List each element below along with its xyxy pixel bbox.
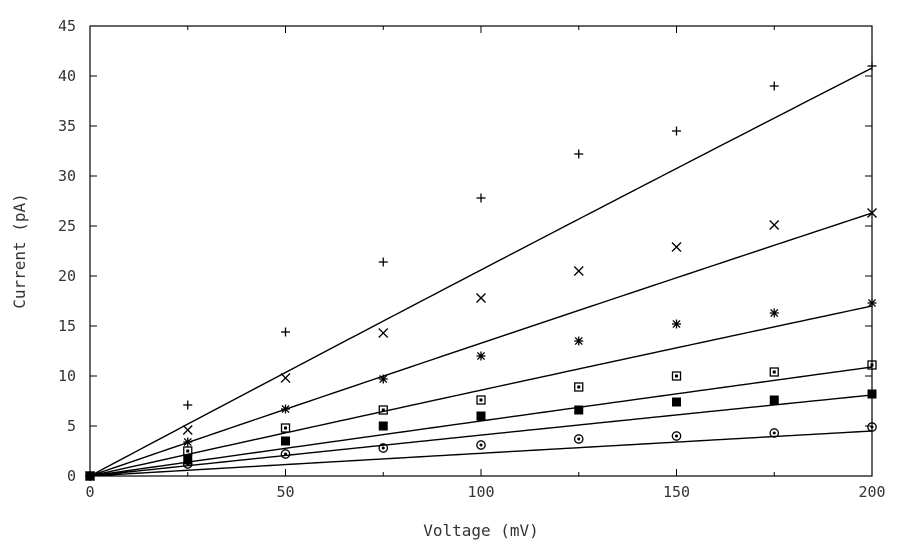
y-tick-label: 15 bbox=[58, 317, 76, 335]
y-axis-label: Current (pA) bbox=[10, 193, 29, 309]
x-tick-label: 200 bbox=[858, 483, 885, 501]
data-point bbox=[574, 149, 584, 159]
data-point bbox=[574, 405, 584, 415]
data-point bbox=[867, 422, 877, 432]
data-point bbox=[476, 411, 486, 421]
data-point bbox=[574, 336, 584, 346]
data-point bbox=[769, 220, 780, 230]
data-point bbox=[280, 449, 291, 459]
data-point bbox=[574, 382, 584, 392]
fit-curve-5 bbox=[89, 394, 873, 477]
data-point bbox=[378, 328, 389, 338]
x-tick-label: 100 bbox=[467, 483, 494, 501]
y-tick-label: 30 bbox=[58, 167, 76, 185]
data-point bbox=[182, 425, 193, 435]
fit-curve-2 bbox=[89, 212, 873, 477]
data-point bbox=[183, 446, 193, 456]
data-point bbox=[672, 126, 681, 136]
data-point bbox=[769, 308, 779, 318]
fit-curve-6 bbox=[89, 430, 873, 477]
x-tick-label: 150 bbox=[663, 483, 690, 501]
data-point bbox=[476, 293, 486, 303]
data-point bbox=[769, 367, 779, 377]
data-point bbox=[867, 389, 877, 399]
data-point bbox=[672, 397, 681, 407]
data-point bbox=[378, 443, 389, 453]
y-tick-label: 10 bbox=[58, 367, 76, 385]
data-point bbox=[378, 421, 388, 431]
y-tick-label: 25 bbox=[58, 217, 76, 235]
data-point bbox=[378, 405, 388, 415]
data-point bbox=[281, 404, 290, 414]
data-point bbox=[672, 319, 681, 329]
fit-curve-3 bbox=[89, 305, 873, 477]
data-point bbox=[671, 242, 682, 252]
series-6-markers bbox=[85, 422, 877, 481]
data-point bbox=[476, 193, 486, 203]
data-point bbox=[769, 81, 779, 91]
data-point bbox=[183, 437, 193, 447]
data-point bbox=[671, 371, 682, 381]
y-tick-label: 40 bbox=[58, 67, 76, 85]
data-point bbox=[281, 436, 290, 446]
data-point bbox=[867, 61, 877, 71]
x-tick-labels: 0 50 100 150 200 bbox=[85, 483, 885, 501]
data-point bbox=[573, 266, 584, 276]
data-point bbox=[573, 434, 584, 444]
data-point bbox=[281, 327, 290, 337]
data-point bbox=[280, 423, 291, 433]
y-tick-label: 0 bbox=[67, 467, 76, 485]
data-markers bbox=[85, 61, 877, 481]
data-point bbox=[867, 298, 877, 308]
data-point bbox=[378, 257, 388, 267]
ticks bbox=[89, 25, 873, 477]
series-4-markers bbox=[85, 360, 877, 481]
data-point bbox=[378, 374, 388, 384]
series-2-markers bbox=[85, 208, 877, 481]
data-point bbox=[476, 351, 486, 361]
data-point bbox=[476, 440, 486, 450]
data-point bbox=[183, 400, 193, 410]
y-tick-label: 35 bbox=[58, 117, 76, 135]
x-axis-label: Voltage (mV) bbox=[423, 521, 539, 540]
fit-curve-1 bbox=[89, 67, 873, 477]
fit-curves bbox=[89, 67, 873, 477]
data-point bbox=[182, 459, 193, 469]
y-tick-labels: 0 5 10 15 20 25 30 35 40 45 bbox=[58, 17, 76, 485]
y-tick-label: 45 bbox=[58, 17, 76, 35]
data-point bbox=[280, 373, 291, 383]
x-tick-label: 50 bbox=[276, 483, 294, 501]
fit-curve-4 bbox=[89, 366, 873, 477]
plot-frame bbox=[89, 25, 873, 477]
data-point bbox=[867, 208, 877, 218]
data-point bbox=[867, 360, 877, 370]
data-point bbox=[671, 431, 682, 441]
data-point bbox=[769, 395, 779, 405]
y-tick-label: 5 bbox=[67, 417, 76, 435]
data-point bbox=[85, 471, 95, 481]
y-tick-label: 20 bbox=[58, 267, 76, 285]
x-tick-label: 0 bbox=[85, 483, 94, 501]
data-point bbox=[769, 428, 780, 438]
data-point bbox=[476, 395, 486, 405]
